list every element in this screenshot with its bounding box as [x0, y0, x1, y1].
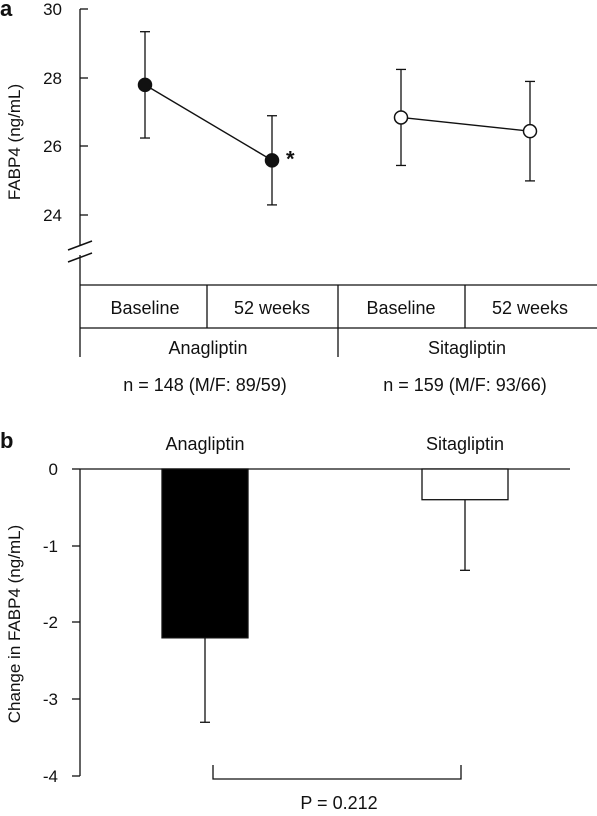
- panel-b-letter: b: [0, 428, 13, 453]
- panel-b-marks: [161, 468, 509, 723]
- panel-b-ylabel: Change in FABP4 (ng/mL): [5, 525, 24, 723]
- group-label: Sitagliptin: [428, 338, 506, 358]
- significance-marker: *: [286, 146, 295, 171]
- axis-break-mark-bottom: [67, 252, 93, 263]
- data-point-open: [522, 123, 538, 139]
- axis-break-mark-top: [67, 240, 93, 251]
- panel-b-ytick-label: -1: [43, 537, 58, 556]
- bar: [421, 468, 509, 501]
- series-line: [400, 116, 531, 132]
- bar-category-label: Sitagliptin: [426, 434, 504, 454]
- data-point-filled: [137, 77, 153, 93]
- panel-a-ylabel: FABP4 (ng/mL): [5, 84, 24, 200]
- panel-b: b Change in FABP4 (ng/mL) 0 -1 -2 -3 -4 …: [0, 428, 570, 813]
- panel-b-ytick-label: 0: [49, 460, 58, 479]
- panel-b-ytick-label: -3: [43, 690, 58, 709]
- panel-a-ytick-label: 26: [43, 137, 62, 156]
- comparison-bracket: [212, 765, 462, 780]
- series-line: [144, 84, 273, 161]
- x-sublabel: 52 weeks: [492, 298, 568, 318]
- x-sublabel: Baseline: [110, 298, 179, 318]
- n-label: n = 148 (M/F: 89/59): [123, 375, 287, 395]
- panel-a-ytick-label: 28: [43, 69, 62, 88]
- x-sublabel: 52 weeks: [234, 298, 310, 318]
- group-label: Anagliptin: [168, 338, 247, 358]
- data-point-open: [393, 110, 409, 125]
- bar: [161, 468, 249, 639]
- panel-a: a FABP4 (ng/mL) 30 28 26 24 Baseline 52 …: [0, 0, 597, 395]
- panel-b-ytick-label: -4: [43, 767, 58, 786]
- panel-a-ytick-label: 30: [43, 0, 62, 19]
- p-value-label: P = 0.212: [300, 793, 377, 813]
- x-sublabel: Baseline: [366, 298, 435, 318]
- bar-category-label: Anagliptin: [165, 434, 244, 454]
- panel-b-ytick-label: -2: [43, 613, 58, 632]
- data-point-filled: [264, 153, 280, 168]
- panel-a-marks: *: [137, 31, 538, 206]
- n-label: n = 159 (M/F: 93/66): [383, 375, 547, 395]
- panel-a-ytick-label: 24: [43, 206, 62, 225]
- panel-a-letter: a: [0, 0, 13, 21]
